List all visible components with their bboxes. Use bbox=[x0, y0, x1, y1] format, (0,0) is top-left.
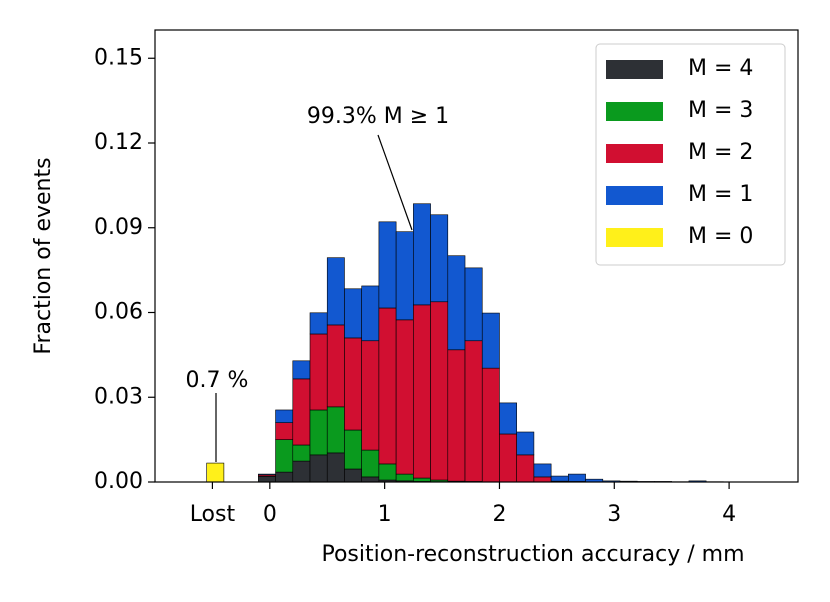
y-tick-label: 0.06 bbox=[94, 300, 143, 325]
plot-frame bbox=[154, 29, 799, 483]
y-tick-label: 0.15 bbox=[94, 45, 143, 70]
bar-segment bbox=[309, 333, 328, 411]
bar-segment bbox=[413, 477, 431, 482]
bar-segment bbox=[309, 312, 328, 335]
y-axis-label: Fraction of events bbox=[31, 157, 56, 354]
x-tick-label: Lost bbox=[190, 502, 236, 527]
bar-segment bbox=[258, 476, 276, 483]
bar-segment bbox=[464, 340, 483, 482]
legend-swatch bbox=[606, 186, 663, 205]
bar-segment bbox=[275, 422, 294, 440]
x-tick-label: 1 bbox=[378, 502, 392, 527]
bar-segment bbox=[344, 468, 362, 483]
bar-segment bbox=[430, 301, 449, 481]
y-tick-label: 0.03 bbox=[94, 384, 143, 409]
bar-segment bbox=[413, 304, 431, 479]
annotation: 0.7 % bbox=[186, 368, 249, 393]
bar-segment bbox=[206, 462, 225, 483]
annotation-arrow bbox=[377, 134, 413, 231]
bar-segment bbox=[447, 255, 466, 351]
bar-segment bbox=[275, 439, 294, 473]
legend-label: M = 2 bbox=[688, 140, 753, 165]
legend-swatch bbox=[606, 60, 663, 79]
bar-segment bbox=[326, 452, 345, 483]
bar-segment bbox=[516, 431, 535, 456]
bar-segment bbox=[292, 460, 311, 483]
bar-segment bbox=[326, 324, 345, 408]
legend-swatch bbox=[606, 228, 663, 247]
bar-segment bbox=[361, 476, 380, 483]
legend-swatch bbox=[606, 102, 663, 121]
bar-segment bbox=[499, 433, 517, 483]
bar-segment bbox=[499, 402, 517, 435]
bar-segment bbox=[275, 409, 294, 423]
bar-segment bbox=[395, 231, 414, 321]
x-tick-label: 0 bbox=[263, 502, 277, 527]
bar-segment bbox=[395, 473, 414, 482]
bar-segment bbox=[378, 463, 397, 481]
bar-segment bbox=[258, 473, 276, 476]
annotation: 99.3% M ≥ 1 bbox=[307, 104, 449, 129]
bar-segment bbox=[292, 444, 311, 462]
bar-segment bbox=[361, 449, 380, 478]
x-tick-label: 2 bbox=[492, 502, 506, 527]
bar-segment bbox=[309, 454, 328, 483]
bar-segment bbox=[326, 257, 345, 326]
bar-segment bbox=[481, 312, 500, 369]
bar-segment bbox=[378, 221, 397, 309]
bar-segment bbox=[344, 429, 362, 470]
x-tick-label: 3 bbox=[607, 502, 621, 527]
legend-box bbox=[595, 43, 786, 266]
y-tick-label: 0.09 bbox=[94, 215, 143, 240]
bar-segment bbox=[344, 288, 362, 339]
legend-swatch bbox=[606, 144, 663, 163]
bar-segment bbox=[344, 337, 362, 431]
y-tick-label: 0.00 bbox=[94, 469, 143, 494]
y-tick-label: 0.12 bbox=[94, 130, 143, 155]
bar-segment bbox=[568, 473, 586, 482]
bar-segment bbox=[516, 454, 535, 483]
bar-segment bbox=[550, 475, 569, 482]
x-tick-label: 4 bbox=[722, 502, 736, 527]
legend-label: M = 4 bbox=[688, 56, 753, 81]
x-axis-label: Position-reconstruction accuracy / mm bbox=[321, 542, 744, 567]
legend-label: M = 0 bbox=[688, 224, 753, 249]
bar-segment bbox=[378, 307, 397, 465]
bar-segment bbox=[464, 267, 483, 342]
bar-segment bbox=[533, 476, 552, 483]
bar-segment bbox=[361, 285, 380, 342]
bar-segment bbox=[326, 406, 345, 454]
legend-label: M = 3 bbox=[688, 98, 753, 123]
bar-segment bbox=[533, 463, 552, 478]
bar-segment bbox=[292, 378, 311, 446]
bar-segment bbox=[481, 367, 500, 483]
bar-segment bbox=[447, 349, 466, 482]
legend-label: M = 1 bbox=[688, 182, 753, 207]
bar-segment bbox=[413, 203, 431, 306]
bar-segment bbox=[292, 360, 311, 380]
bar-segment bbox=[309, 409, 328, 456]
bar-segment bbox=[275, 471, 294, 483]
bar-segment bbox=[395, 319, 414, 475]
bar-segment bbox=[361, 340, 380, 451]
bar-segment bbox=[430, 214, 449, 303]
